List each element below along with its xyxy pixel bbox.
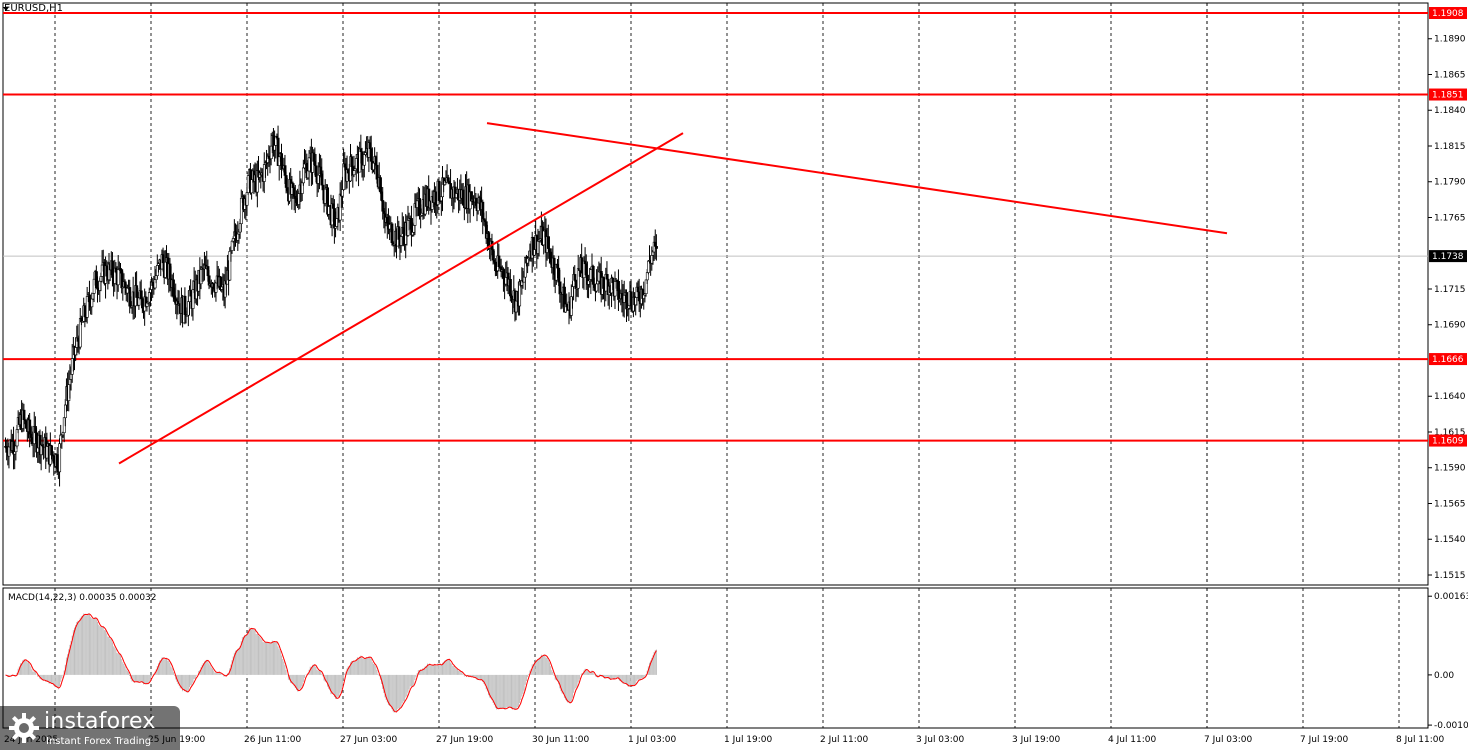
main-pane-frame [2, 2, 1429, 586]
candle [90, 298, 94, 308]
support-trendline[interactable] [118, 132, 684, 465]
time-label: 26 Jun 11:00 [244, 735, 301, 745]
price-level-badge [1429, 7, 1467, 20]
candle [509, 278, 512, 297]
logo-name: instaforex [44, 709, 156, 734]
time-label: 30 Jun 11:00 [532, 735, 589, 745]
candle [50, 445, 54, 456]
time-label: 2 Jul 11:00 [820, 735, 869, 745]
y-tick-label: 1.1865 [1434, 70, 1466, 80]
y-tick-label: 1.1840 [1434, 106, 1466, 116]
current-price-badge-text: 1.1738 [1432, 252, 1464, 262]
candle [116, 269, 120, 286]
y-tick-label: 1.1640 [1434, 392, 1466, 402]
y-tick-label: 1.1565 [1434, 499, 1466, 509]
time-label: 27 Jun 03:00 [340, 735, 397, 745]
macd-signal-line [5, 613, 657, 713]
macd-label: MACD(14,22,3) 0.00035 0.00032 [8, 593, 157, 603]
y-tick-label: 1.1790 [1434, 178, 1466, 188]
candle [548, 248, 551, 253]
time-label: 4 Jul 11:00 [1108, 735, 1157, 745]
y-tick-label: 1.1815 [1434, 142, 1466, 152]
y-tick-label: 1.1590 [1434, 464, 1466, 474]
current-price-badge [1429, 250, 1467, 263]
candle [321, 184, 325, 191]
time-label: 1 Jul 19:00 [724, 735, 773, 745]
y-tick-label: 1.1540 [1434, 535, 1466, 545]
price-level-badge [1429, 353, 1467, 366]
instaforex-logo: instaforex Instant Forex Trading [0, 706, 180, 750]
price-level-badge [1429, 434, 1467, 447]
candle [434, 191, 438, 205]
price-level-badge-text: 1.1851 [1432, 91, 1464, 101]
time-label: 7 Jul 03:00 [1204, 735, 1253, 745]
gear-icon [9, 713, 39, 743]
macd-y-tick-label: 0.00 [1434, 671, 1454, 681]
candle [350, 156, 354, 168]
candle [307, 157, 311, 172]
candle [45, 446, 49, 459]
time-label: 1 Jul 03:00 [628, 735, 677, 745]
macd-y-tick-label: -0.00104 [1434, 721, 1468, 731]
resistance-trendline[interactable] [486, 122, 1228, 235]
candle [302, 167, 305, 184]
y-tick-label: 1.1890 [1434, 35, 1466, 45]
candle [352, 170, 356, 176]
time-label: 8 Jul 11:00 [1396, 735, 1445, 745]
candle [655, 246, 658, 249]
candle [595, 283, 599, 292]
price-level-badge-text: 1.1609 [1432, 437, 1464, 447]
y-tick-label: 1.1765 [1434, 213, 1466, 223]
time-label: 7 Jul 19:00 [1300, 735, 1349, 745]
price-level-badge-text: 1.1666 [1432, 355, 1464, 365]
candle [437, 180, 441, 201]
macd-y-tick-label: 0.00163 [1434, 592, 1468, 602]
price-level-badge [1429, 88, 1467, 101]
macd-pane-frame [2, 587, 1429, 729]
y-tick-label: 1.1515 [1434, 571, 1466, 581]
time-label: 3 Jul 03:00 [916, 735, 965, 745]
y-tick-label: 1.1615 [1434, 428, 1466, 438]
time-label: 3 Jul 19:00 [1012, 735, 1061, 745]
time-label: 27 Jun 19:00 [436, 735, 493, 745]
symbol-label[interactable]: EURUSD,H1 [4, 3, 64, 14]
y-tick-label: 1.1690 [1434, 321, 1466, 331]
dropdown-triangle-icon[interactable] [3, 7, 9, 11]
price-level-badge-text: 1.1908 [1432, 9, 1464, 19]
logo-tagline: Instant Forex Trading [46, 736, 152, 747]
y-tick-label: 1.1715 [1434, 285, 1466, 295]
